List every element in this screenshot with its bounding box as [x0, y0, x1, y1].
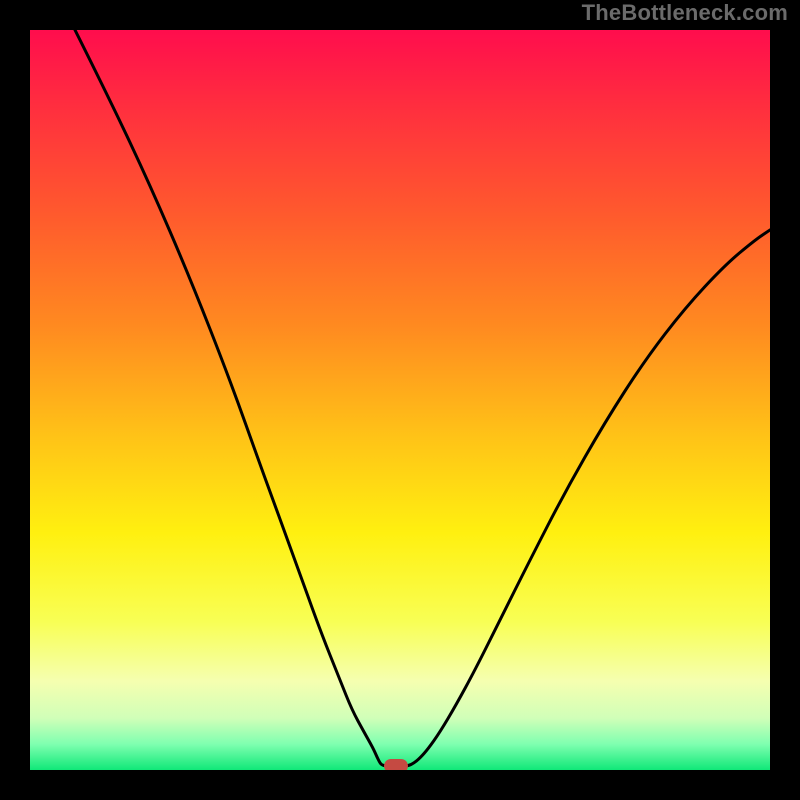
chart-container: TheBottleneck.com	[0, 0, 800, 800]
minimum-marker	[384, 759, 408, 770]
watermark-text: TheBottleneck.com	[582, 0, 788, 26]
plot-area	[30, 30, 770, 770]
marker-layer	[30, 30, 770, 770]
